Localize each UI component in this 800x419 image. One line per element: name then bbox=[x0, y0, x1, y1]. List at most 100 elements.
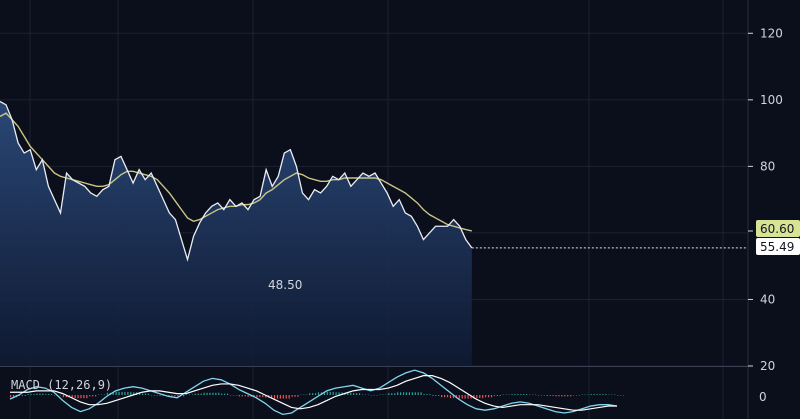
macd-histogram-bar bbox=[441, 395, 443, 398]
macd-histogram-bar bbox=[229, 395, 232, 396]
macd-histogram-bar bbox=[549, 395, 551, 396]
macd-histogram-bar bbox=[314, 393, 317, 395]
macd-histogram-bar bbox=[432, 395, 434, 396]
macd-histogram-bar bbox=[602, 394, 604, 395]
macd-histogram-bar bbox=[71, 395, 73, 399]
macd-histogram-bar bbox=[529, 394, 531, 396]
macd-histogram-bar bbox=[262, 395, 264, 398]
macd-histogram-bar bbox=[218, 392, 220, 395]
macd-histogram-bar bbox=[400, 392, 402, 395]
ma-value-badge: 60.60 bbox=[756, 220, 800, 237]
macd-histogram-bar bbox=[622, 395, 625, 396]
macd-histogram-bar bbox=[578, 395, 581, 396]
macd-histogram-bar bbox=[36, 393, 38, 395]
macd-histogram-bar bbox=[27, 394, 29, 395]
macd-histogram-bar bbox=[540, 395, 542, 396]
macd-histogram-bar bbox=[464, 395, 466, 399]
macd-histogram-bar bbox=[593, 394, 595, 395]
macd-line bbox=[9, 369, 618, 416]
macd-histogram-bar bbox=[265, 395, 267, 398]
macd-histogram-bar bbox=[476, 395, 478, 399]
macd-histogram-bar bbox=[458, 395, 460, 399]
macd-histogram-bar bbox=[605, 394, 607, 395]
macd-histogram-bar bbox=[564, 395, 566, 397]
macd-histogram-bar bbox=[309, 393, 311, 395]
macd-histogram-bar bbox=[80, 395, 82, 399]
macd-histogram-bar bbox=[212, 392, 214, 395]
macd-histogram-bar bbox=[429, 394, 431, 395]
macd-histogram-bar bbox=[619, 395, 622, 396]
macd-histogram-bar bbox=[379, 394, 381, 396]
macd-histogram-bar bbox=[185, 394, 188, 396]
macd-histogram-bar bbox=[382, 394, 384, 396]
macd-histogram-bar bbox=[215, 392, 217, 395]
macd-histogram-bar bbox=[200, 393, 202, 395]
macd-histogram-bar bbox=[543, 395, 545, 396]
macd-histogram-bar bbox=[517, 394, 519, 395]
macd-histogram-bar bbox=[423, 394, 425, 395]
macd-histogram-bar bbox=[197, 393, 199, 395]
macd-histogram-bar bbox=[235, 395, 237, 396]
macd-histogram-bar bbox=[183, 395, 185, 397]
macd-histogram-bar bbox=[397, 392, 399, 395]
macd-histogram-bar bbox=[587, 394, 589, 396]
macd-histogram-bar bbox=[537, 395, 540, 396]
macd-histogram-bar bbox=[153, 395, 155, 396]
macd-histogram-bar bbox=[338, 392, 340, 395]
macd-histogram-bar bbox=[414, 392, 416, 395]
macd-histogram-bar bbox=[573, 395, 575, 396]
macd-histogram-bar bbox=[39, 393, 41, 395]
macd-histogram-bar bbox=[584, 394, 586, 396]
price-tick-label: 100 bbox=[760, 93, 783, 107]
macd-histogram-bar bbox=[470, 395, 472, 399]
macd-histogram-bar bbox=[156, 395, 158, 396]
macd-histogram-bar bbox=[273, 395, 276, 399]
macd-histogram-bar bbox=[10, 395, 12, 398]
macd-histogram-bar bbox=[100, 394, 103, 396]
macd-histogram-bar bbox=[391, 393, 393, 395]
macd-histogram-bar bbox=[303, 394, 305, 396]
macd-histogram-bar bbox=[552, 395, 554, 396]
macd-histogram-bar bbox=[514, 394, 516, 395]
macd-histogram-bar bbox=[323, 392, 325, 395]
macd-histogram-bar bbox=[358, 393, 361, 395]
macd-histogram-bar bbox=[449, 395, 452, 399]
macd-histogram-bar bbox=[51, 394, 53, 395]
macd-histogram-bar bbox=[426, 394, 428, 395]
macd-histogram-bar bbox=[388, 393, 390, 395]
svg-text:60.60: 60.60 bbox=[760, 222, 794, 236]
price-tick-label: 40 bbox=[760, 292, 775, 306]
macd-histogram-bar bbox=[353, 393, 355, 395]
macd-histogram-bar bbox=[150, 395, 152, 396]
macd-histogram-bar bbox=[188, 394, 191, 396]
macd-histogram-bar bbox=[499, 395, 501, 396]
macd-histogram bbox=[10, 391, 625, 399]
macd-histogram-bar bbox=[21, 395, 23, 396]
macd-histogram-bar bbox=[59, 395, 62, 396]
macd-histogram-bar bbox=[144, 393, 147, 395]
macd-histogram-bar bbox=[291, 395, 293, 397]
price-axis[interactable]: 120 100 80 40 20 bbox=[748, 26, 783, 373]
macd-histogram-bar bbox=[48, 394, 50, 395]
macd-histogram-bar bbox=[461, 395, 463, 399]
macd-histogram-bar bbox=[294, 395, 296, 397]
macd-histogram-bar bbox=[402, 392, 405, 395]
macd-histogram-bar bbox=[209, 392, 211, 395]
macd-histogram-bar bbox=[300, 394, 302, 396]
macd-histogram-bar bbox=[226, 393, 229, 395]
macd-histogram-bar bbox=[121, 391, 123, 395]
macd-histogram-bar bbox=[42, 393, 44, 395]
macd-histogram-bar bbox=[139, 392, 141, 395]
macd-histogram-bar bbox=[614, 394, 616, 396]
macd-histogram-bar bbox=[33, 394, 35, 395]
macd-histogram-bar bbox=[341, 392, 343, 395]
macd-histogram-bar bbox=[367, 394, 369, 396]
macd-histogram-bar bbox=[191, 394, 194, 396]
last-price-badge: 55.49 bbox=[756, 238, 800, 255]
macd-histogram-bar bbox=[133, 392, 135, 395]
macd-histogram-bar bbox=[526, 394, 528, 395]
macd-histogram-bar bbox=[611, 394, 613, 396]
macd-histogram-bar bbox=[555, 395, 557, 397]
macd-histogram-bar bbox=[282, 395, 284, 399]
